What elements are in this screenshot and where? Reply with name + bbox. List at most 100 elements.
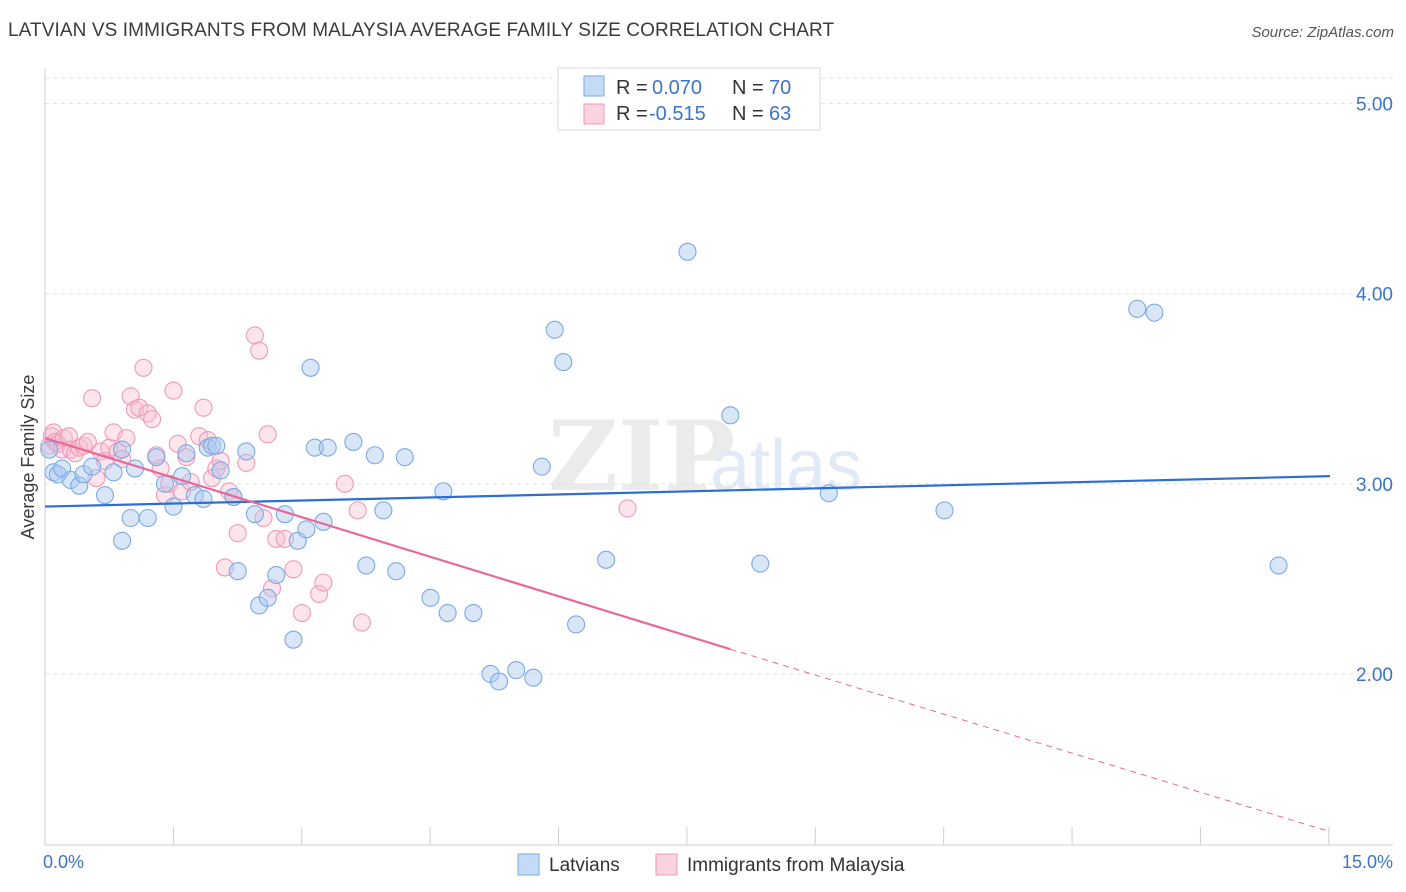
legend-box: R = 0.070 N = 70 R = -0.515 N = 63 (557, 67, 821, 131)
latvians-point (83, 457, 102, 476)
bottom-legend-label-latvians: Latvians (549, 855, 620, 876)
latvians-point (489, 672, 509, 691)
latvians-point (297, 520, 316, 539)
legend-n-label-1: N = (732, 77, 764, 99)
latvians-point (597, 550, 616, 569)
latvians-point (434, 482, 453, 501)
bottom-legend-swatch-latvians (517, 853, 540, 876)
latvians-trend-line (44, 475, 1331, 508)
latvians-point (545, 320, 564, 339)
source-credit: Source: ZipAtlas.com (1251, 24, 1394, 41)
latvians-point (751, 554, 770, 573)
latvians-point (211, 461, 230, 480)
y-axis-label: Average Family Size (18, 375, 38, 540)
series-immigrants-from-malaysia-points (40, 326, 637, 632)
malaysia-point (310, 584, 329, 604)
latvians-point (113, 440, 132, 459)
latvians-point (678, 242, 697, 261)
x-tick-label-right: 15.0% (1342, 852, 1393, 872)
malaysia-point (177, 448, 196, 467)
malaysia-point (164, 381, 183, 400)
latvians-point (95, 486, 115, 505)
malaysia-point (134, 358, 153, 377)
latvians-point (305, 438, 324, 457)
latvians-point (721, 406, 740, 425)
latvians-point (203, 436, 222, 455)
malaysia-point (292, 603, 312, 623)
latvians-point (567, 615, 586, 634)
latvians-point (421, 588, 440, 607)
latvians-point (374, 501, 393, 520)
latvians-point (1128, 299, 1147, 318)
legend-r-label-1: R = (616, 77, 648, 99)
latvians-point (1145, 303, 1164, 322)
latvians-point (164, 497, 183, 516)
latvians-point (357, 556, 376, 575)
x-tick-label-left: 0.0% (43, 852, 84, 872)
latvians-point (267, 565, 286, 585)
latvians-point (464, 603, 483, 623)
malaysia-point (245, 326, 264, 345)
latvians-point (70, 476, 89, 495)
latvians-point (147, 448, 166, 467)
latvians-point (524, 668, 543, 687)
legend-n-value-2: 63 (769, 103, 791, 125)
latvians-point (40, 440, 59, 459)
latvians-point (228, 562, 247, 581)
latvians-point (532, 457, 551, 476)
y-tick-label: 3.00 (1356, 475, 1393, 496)
latvians-point (301, 358, 320, 377)
malaysia-point (618, 499, 637, 518)
malaysia-point (352, 613, 372, 632)
trend-lines (44, 437, 1331, 833)
malaysia-point (194, 398, 213, 417)
latvians-point (284, 630, 303, 649)
y-tick-label: 5.00 (1356, 95, 1393, 116)
y-tick-label: 2.00 (1356, 665, 1393, 686)
malaysia-point (254, 508, 273, 528)
legend-swatch-malaysia (583, 103, 605, 125)
malaysia-point (211, 451, 230, 471)
watermark: ZIP atlas (548, 400, 862, 513)
latvians-point (173, 467, 192, 486)
latvians-point (554, 353, 573, 372)
legend-r-value-1: 0.070 (652, 77, 702, 99)
latvians-point (207, 436, 226, 455)
latvians-point (138, 508, 157, 528)
latvians-point (318, 438, 337, 457)
malaysia-point (258, 425, 277, 444)
malaysia-point (314, 573, 333, 592)
malaysia-point (228, 524, 247, 543)
latvians-point (1269, 556, 1288, 575)
malaysia-point (348, 501, 367, 520)
latvians-point (177, 444, 196, 463)
latvians-point (387, 562, 406, 581)
malaysia-point (284, 560, 303, 579)
latvians-point (344, 432, 363, 451)
y-tick-label: 4.00 (1356, 285, 1393, 306)
latvians-point (194, 489, 213, 509)
latvians-point (438, 603, 457, 623)
latvians-point (237, 442, 256, 461)
malaysia-trend-line-extrapolated (730, 648, 1331, 833)
legend-swatch-latvians (583, 75, 605, 97)
latvians-point (395, 448, 414, 467)
latvians-point (104, 463, 123, 482)
latvians-point (935, 501, 954, 520)
malaysia-point (117, 429, 136, 448)
latvians-point (245, 505, 264, 524)
bottom-legend-label-malaysia: Immigrants from Malaysia (687, 855, 905, 876)
latvians-point (121, 508, 140, 528)
latvians-point (113, 531, 132, 550)
bottom-legend-swatch-malaysia (655, 853, 678, 876)
chart-title: LATVIAN VS IMMIGRANTS FROM MALAYSIA AVER… (8, 20, 835, 41)
watermark-atlas: atlas (710, 426, 862, 506)
legend-r-label-2: R = (616, 103, 648, 125)
malaysia-point (262, 579, 282, 598)
malaysia-point (250, 341, 269, 360)
bottom-legend: Latvians Immigrants from Malaysia (517, 853, 905, 876)
latvians-point (258, 588, 277, 607)
latvians-point (365, 446, 384, 465)
legend-n-value-1: 70 (769, 77, 791, 99)
